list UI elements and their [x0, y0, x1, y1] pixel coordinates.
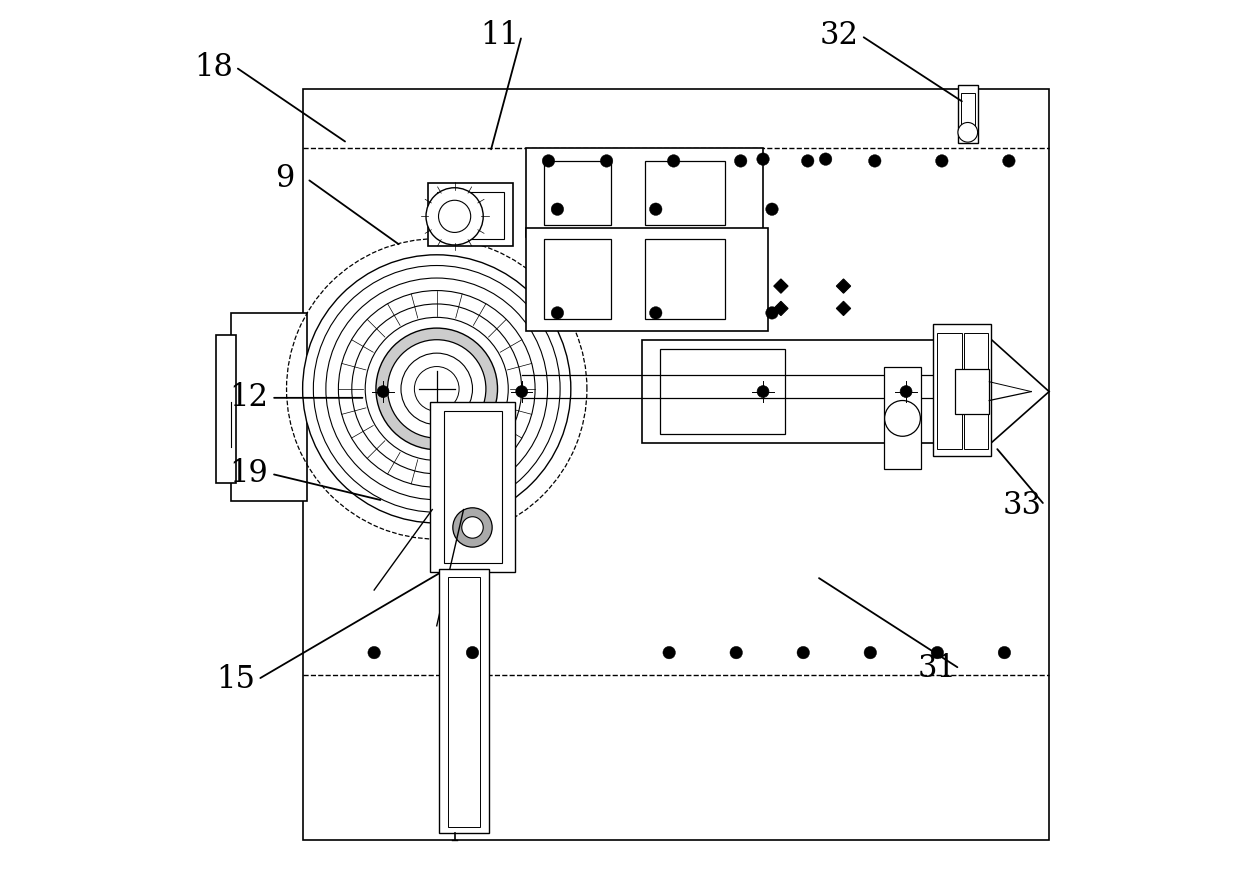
Bar — [955, 369, 990, 414]
Bar — [544, 161, 611, 225]
Polygon shape — [774, 301, 789, 316]
Circle shape — [376, 328, 497, 450]
Circle shape — [401, 353, 472, 425]
Circle shape — [466, 646, 479, 659]
Circle shape — [388, 340, 486, 438]
Text: 15: 15 — [216, 664, 255, 695]
Circle shape — [801, 155, 813, 167]
Circle shape — [352, 304, 522, 474]
Bar — [449, 577, 480, 827]
Polygon shape — [987, 335, 1049, 447]
Circle shape — [366, 317, 508, 460]
Circle shape — [931, 646, 944, 659]
Text: 19: 19 — [229, 459, 268, 489]
Circle shape — [667, 155, 680, 167]
Circle shape — [461, 517, 484, 538]
Bar — [884, 367, 921, 469]
Bar — [430, 402, 516, 572]
Circle shape — [900, 385, 911, 398]
Circle shape — [368, 646, 381, 659]
Circle shape — [663, 646, 676, 659]
Text: 31: 31 — [918, 654, 957, 684]
Bar — [436, 192, 503, 239]
Bar — [642, 340, 973, 443]
Circle shape — [998, 646, 1011, 659]
Polygon shape — [774, 279, 789, 293]
Circle shape — [314, 266, 560, 512]
Circle shape — [766, 307, 779, 319]
Bar — [544, 239, 611, 319]
Circle shape — [820, 153, 832, 165]
Bar — [526, 148, 763, 237]
Bar — [428, 183, 512, 246]
Bar — [645, 161, 725, 225]
Circle shape — [884, 401, 920, 436]
Circle shape — [730, 646, 743, 659]
Bar — [444, 411, 502, 563]
Circle shape — [551, 307, 564, 319]
Circle shape — [303, 255, 570, 523]
Bar — [216, 335, 236, 483]
Bar — [231, 313, 308, 501]
Circle shape — [756, 153, 769, 165]
Bar — [526, 228, 768, 331]
Circle shape — [551, 203, 564, 215]
Bar — [303, 89, 1049, 840]
Circle shape — [439, 200, 471, 232]
Circle shape — [377, 385, 389, 398]
Bar — [961, 93, 975, 136]
Circle shape — [427, 188, 484, 245]
Circle shape — [650, 203, 662, 215]
Circle shape — [453, 508, 492, 547]
Text: 12: 12 — [229, 383, 269, 413]
Text: 11: 11 — [480, 21, 518, 51]
Bar — [937, 333, 961, 449]
Circle shape — [797, 646, 810, 659]
Polygon shape — [836, 301, 851, 316]
Polygon shape — [836, 279, 851, 293]
Circle shape — [864, 646, 877, 659]
Circle shape — [758, 385, 769, 398]
Circle shape — [326, 278, 548, 500]
Text: 9: 9 — [275, 164, 294, 194]
Bar — [932, 324, 991, 456]
Text: 32: 32 — [820, 21, 858, 51]
Circle shape — [959, 122, 977, 142]
Circle shape — [734, 155, 746, 167]
Circle shape — [766, 203, 779, 215]
Circle shape — [868, 155, 882, 167]
Circle shape — [339, 291, 536, 487]
Bar — [959, 85, 977, 143]
Circle shape — [414, 367, 459, 411]
Circle shape — [600, 155, 613, 167]
Circle shape — [516, 385, 527, 398]
Bar — [965, 333, 988, 449]
Bar — [660, 349, 785, 434]
Circle shape — [650, 307, 662, 319]
Bar — [439, 569, 489, 833]
Circle shape — [936, 155, 949, 167]
Text: 18: 18 — [193, 52, 233, 82]
Circle shape — [542, 155, 554, 167]
Text: 33: 33 — [1003, 490, 1042, 520]
Bar — [645, 239, 725, 319]
Circle shape — [1003, 155, 1016, 167]
